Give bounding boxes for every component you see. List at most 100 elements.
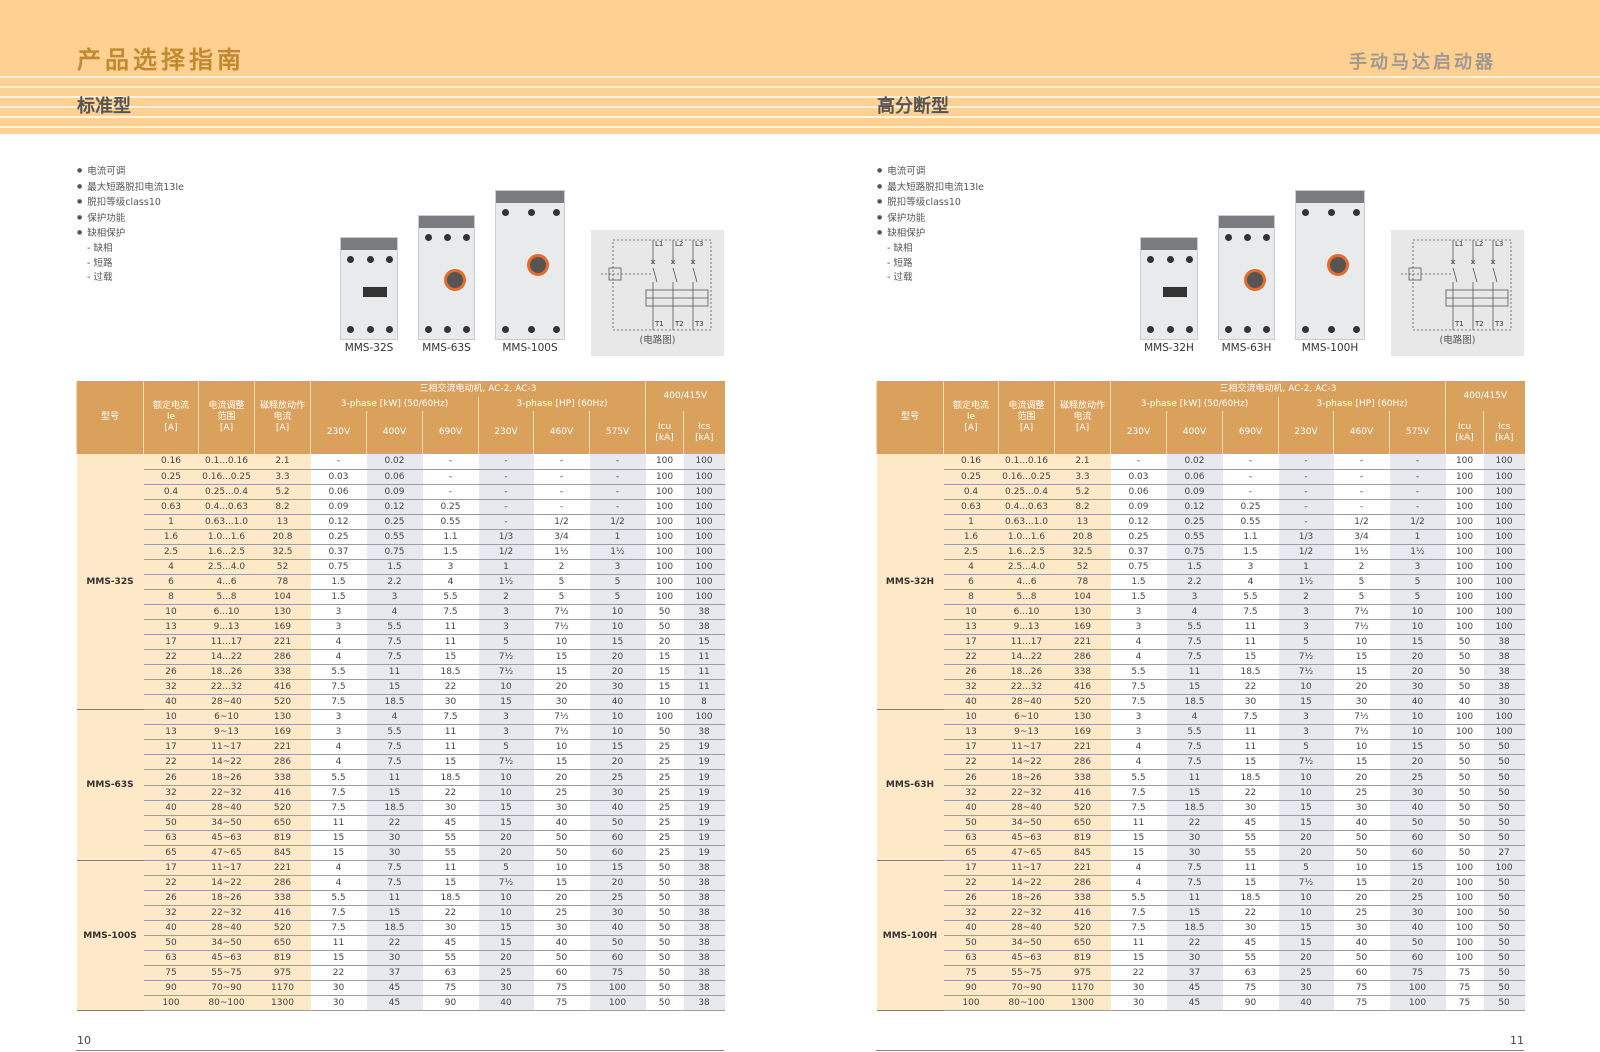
kw-header: 3-phase [kW] (50/60Hz) [1110,397,1279,411]
feature-item: 电流可调 [877,164,984,180]
table-cell: 22...32 [998,679,1055,696]
table-row: 50 34~50 650 11 22 45 15 40 50 100 50 [877,935,1525,952]
table-cell: 100 [683,574,725,590]
table-cell: 1 [143,514,199,530]
table-row: 0.25 0.16...0.25 3.3 0.03 0.06- - - -100 100 [77,469,725,485]
table-cell: 15 [589,739,646,756]
table-cell: 0.25 [422,499,479,515]
table-cell: 11 [683,664,725,681]
table-cell: 10 [1278,890,1334,906]
table-row: 13 9~13 169 3 5.5 11 3 7½ 10 50 38 [77,724,725,741]
model-header: 型号 [876,381,944,454]
table-cell: 0.25...0.4 [998,484,1055,500]
magnetic-trip-header: 磁释放动作 电流 [A] [1054,381,1111,454]
table-cell: 30 [1333,694,1390,711]
table-cell: 18.5 [1222,664,1279,681]
table-cell: 7.5 [310,800,367,816]
table-cell: 4 [943,559,999,575]
table-cell: 30 [1389,679,1446,696]
product-image-mms-100h [1295,190,1365,340]
table-cell: 1/2 [1278,544,1334,560]
table-cell: 130 [1054,604,1111,621]
table-cell: 50 [1483,920,1525,937]
table-cell: 10 [1389,604,1446,621]
table-cell: 11 [1222,860,1279,876]
table-cell: 20 [1333,890,1390,906]
table-cell: 22 [1222,679,1279,696]
table-cell: 7½ [1278,664,1334,681]
table-cell: 221 [1054,634,1111,651]
table-cell: 1.5 [1110,589,1167,605]
feature-item: 最大短路脱扣电流13Ie [877,180,984,196]
table-cell: 50 [1483,815,1525,831]
table-cell: 9...13 [998,619,1055,636]
motor-header: 三相交流电动机, AC-2, AC-3 [1109,381,1446,397]
feature-item: 缺相保护 [877,226,984,242]
table-cell: 6 [143,574,199,590]
table-cell: 30 [1389,785,1446,801]
table-cell: 416 [1054,679,1111,696]
table-cell: 9~13 [998,724,1055,741]
table-cell: 15 [1278,815,1334,831]
table-cell: 20 [533,679,590,696]
table-cell: 50 [1483,905,1525,921]
table-cell: 100 [1445,905,1484,921]
table-cell: 10 [1333,860,1390,876]
table-row: 26 18...26 338 5.5 11 18.5 7½ 15 20 50 38 [877,664,1525,681]
table-cell: 5.5 [1166,619,1223,636]
table-cell: 100 [683,709,725,726]
table-cell: 45 [1222,935,1279,952]
voltage-column-header: 230V [310,411,367,454]
table-cell: 38 [683,724,725,741]
table-cell: 63 [1222,965,1279,982]
table-cell: 40 [1389,920,1446,937]
table-cell: 7.5 [1166,739,1223,756]
table-cell: - [478,469,534,485]
table-cell: - [1389,499,1446,515]
table-cell: 416 [1054,905,1111,921]
table-cell: - [1278,499,1334,515]
table-cell: 63 [943,950,999,967]
table-cell: 15 [1222,875,1279,891]
table-cell: 100 [1483,724,1525,741]
table-row: 26 18~26 338 5.5 11 18.5 10 20 25 50 38 [77,890,725,906]
table-cell: 80~100 [198,995,255,1012]
footer-rule [76,1050,724,1051]
table-cell: 6...10 [998,604,1055,621]
table-cell: 130 [254,604,311,621]
product-label: MMS-100H [1301,342,1359,354]
table-cell: 55~75 [998,965,1055,982]
table-cell: 100 [1483,589,1525,605]
table-cell: 7.5 [366,875,423,891]
table-cell: 50 [645,920,684,937]
table-cell: 90 [1222,995,1279,1012]
table-cell: 19 [683,754,725,771]
table-cell: 2 [1333,559,1390,575]
table-row: 40 28~40 520 7.5 18.5 30 15 30 40 25 19 [77,800,725,816]
feature-item: 缺相保护 [77,226,184,242]
table-cell: 20 [478,830,534,846]
table-cell: 5...8 [998,589,1055,605]
table-cell: 7½ [533,709,590,726]
table-cell: 30 [422,920,479,937]
table-cell: 22 [1222,785,1279,801]
circuit-diagram: L1 L2 L3 T1 T2 T3 (电路图) [1391,230,1524,356]
table-cell: 3.3 [1054,469,1111,485]
table-cell: 10 [143,709,199,726]
table-cell: 819 [254,950,311,967]
table-cell: 5 [1278,634,1334,651]
table-cell: 50 [943,935,999,952]
table-cell: 25 [1389,890,1446,906]
table-cell: 75 [1445,995,1484,1012]
table-cell: 3 [1278,619,1334,636]
circuit-diagram-icon: L1 L2 L3 T1 T2 T3 [601,239,712,331]
table-cell: 1.6...2.5 [198,544,255,560]
table-cell: 11 [366,769,423,786]
table-cell: 7.5 [366,649,423,666]
table-cell: 0.63 [143,499,199,515]
circuit-caption: (电路图) [1439,335,1476,346]
table-row: 63 45~63 819 15 30 55 20 50 60 25 19 [77,830,725,846]
table-cell: 40 [143,694,199,711]
table-cell: 50 [1333,950,1390,967]
table-cell: 63 [422,965,479,982]
